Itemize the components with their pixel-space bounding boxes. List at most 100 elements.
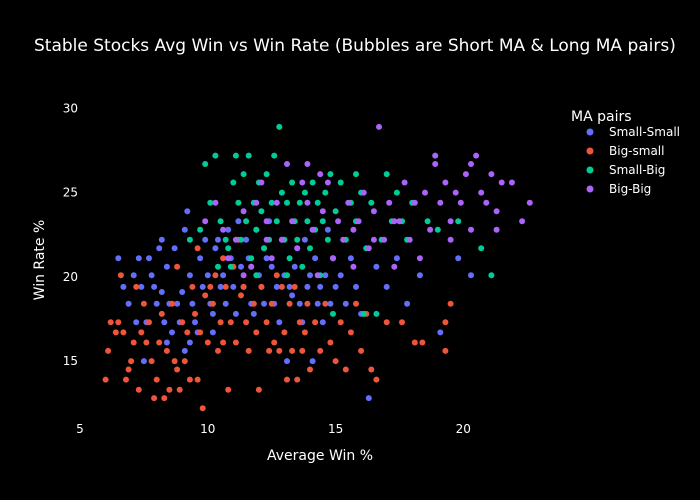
data-point-big-big-44[interactable] <box>447 218 454 225</box>
data-point-small-small-19[interactable] <box>169 329 175 336</box>
data-point-small-big-42[interactable] <box>314 199 321 206</box>
data-point-small-small-99[interactable] <box>181 347 188 354</box>
data-point-small-big-27[interactable] <box>276 123 283 130</box>
data-point-big-small-99[interactable] <box>419 339 426 346</box>
data-point-big-small-27[interactable] <box>174 366 181 373</box>
data-point-big-small-2[interactable] <box>107 319 114 326</box>
data-point-small-small-95[interactable] <box>437 329 444 336</box>
data-point-big-small-57[interactable] <box>250 300 257 307</box>
data-point-small-small-92[interactable] <box>393 255 400 262</box>
data-point-small-big-69[interactable] <box>488 272 495 279</box>
data-point-big-small-16[interactable] <box>146 319 152 326</box>
data-point-big-small-31[interactable] <box>184 329 191 336</box>
data-point-big-small-74[interactable] <box>294 376 301 383</box>
data-point-small-small-12[interactable] <box>153 300 160 307</box>
data-point-small-big-56[interactable] <box>368 199 375 206</box>
data-point-big-big-18[interactable] <box>314 272 321 279</box>
data-point-big-small-63[interactable] <box>266 347 273 354</box>
data-point-big-small-38[interactable] <box>202 292 209 299</box>
data-point-big-small-54[interactable] <box>243 319 250 326</box>
data-point-small-big-24[interactable] <box>268 199 275 206</box>
data-point-big-big-50[interactable] <box>478 189 485 196</box>
data-point-big-small-81[interactable] <box>317 347 324 354</box>
data-point-small-big-2[interactable] <box>202 161 209 167</box>
data-point-big-big-29[interactable] <box>370 208 377 215</box>
data-point-big-big-24[interactable] <box>345 199 352 206</box>
data-point-small-small-4[interactable] <box>133 319 140 326</box>
data-point-small-small-30[interactable] <box>197 255 204 262</box>
data-point-small-small-40[interactable] <box>222 300 229 307</box>
data-point-big-small-35[interactable] <box>194 376 201 383</box>
data-point-small-small-7[interactable] <box>140 358 147 365</box>
data-point-small-small-39[interactable] <box>220 272 227 279</box>
data-point-small-small-3[interactable] <box>130 272 137 279</box>
data-point-big-big-54[interactable] <box>498 179 505 186</box>
data-point-big-small-4[interactable] <box>115 319 122 326</box>
data-point-big-small-11[interactable] <box>133 283 140 290</box>
data-point-big-small-19[interactable] <box>153 376 160 383</box>
data-point-big-big-59[interactable] <box>468 161 474 167</box>
data-point-small-big-50[interactable] <box>337 179 344 186</box>
data-point-big-big-4[interactable] <box>240 208 247 215</box>
data-point-big-big-68[interactable] <box>447 236 454 243</box>
data-point-small-big-74[interactable] <box>360 310 367 317</box>
data-point-small-small-36[interactable] <box>212 245 219 252</box>
data-point-small-big-12[interactable] <box>238 236 244 243</box>
data-point-big-big-38[interactable] <box>416 255 423 262</box>
data-point-small-small-61[interactable] <box>276 319 283 326</box>
data-point-big-small-92[interactable] <box>373 376 380 383</box>
data-point-big-big-1[interactable] <box>220 226 227 233</box>
data-point-small-small-10[interactable] <box>148 272 155 279</box>
data-point-small-small-28[interactable] <box>192 319 198 326</box>
data-point-big-small-6[interactable] <box>120 329 127 336</box>
data-point-small-big-15[interactable] <box>245 152 252 159</box>
data-point-small-big-75[interactable] <box>353 171 359 178</box>
data-point-big-big-65[interactable] <box>263 236 270 243</box>
data-point-small-big-28[interactable] <box>278 189 285 196</box>
data-point-big-big-13[interactable] <box>289 218 296 225</box>
data-point-big-small-96[interactable] <box>442 347 449 354</box>
data-point-big-big-52[interactable] <box>488 171 495 178</box>
data-point-small-big-49[interactable] <box>332 208 339 215</box>
data-point-big-big-57[interactable] <box>526 199 533 206</box>
data-point-big-small-30[interactable] <box>181 358 188 365</box>
data-point-big-small-17[interactable] <box>148 358 155 365</box>
data-point-small-small-71[interactable] <box>301 236 308 243</box>
data-point-small-small-13[interactable] <box>156 245 163 252</box>
data-point-small-small-65[interactable] <box>286 283 293 290</box>
data-point-small-small-90[interactable] <box>373 263 380 270</box>
data-point-small-small-32[interactable] <box>202 236 209 243</box>
data-point-big-big-36[interactable] <box>406 236 413 243</box>
data-point-big-small-73[interactable] <box>291 283 298 290</box>
data-point-small-big-70[interactable] <box>215 263 221 270</box>
data-point-small-small-11[interactable] <box>151 283 158 290</box>
data-point-big-big-28[interactable] <box>365 245 372 252</box>
data-point-big-small-8[interactable] <box>125 366 132 373</box>
data-point-big-big-31[interactable] <box>381 236 388 243</box>
data-point-small-small-98[interactable] <box>163 339 170 346</box>
data-point-small-big-3[interactable] <box>207 199 214 206</box>
data-point-small-small-96[interactable] <box>455 255 462 262</box>
data-point-big-small-82[interactable] <box>322 300 329 307</box>
data-point-small-small-38[interactable] <box>217 283 224 290</box>
data-point-small-small-67[interactable] <box>291 263 298 270</box>
data-point-small-small-15[interactable] <box>158 289 165 295</box>
data-point-small-small-16[interactable] <box>161 319 168 326</box>
data-point-big-small-102[interactable] <box>220 255 227 262</box>
data-point-big-big-60[interactable] <box>391 218 398 225</box>
data-point-small-small-100[interactable] <box>186 339 193 346</box>
data-point-big-small-64[interactable] <box>268 300 275 307</box>
data-point-small-big-26[interactable] <box>273 218 280 225</box>
data-point-small-big-11[interactable] <box>235 199 242 206</box>
data-point-small-small-83[interactable] <box>332 283 339 290</box>
data-point-big-big-9[interactable] <box>268 255 275 262</box>
data-point-small-small-73[interactable] <box>307 272 313 279</box>
data-point-small-small-64[interactable] <box>284 358 290 365</box>
data-point-big-big-58[interactable] <box>432 152 439 159</box>
data-point-big-small-12[interactable] <box>135 386 142 393</box>
data-point-big-big-40[interactable] <box>427 226 434 233</box>
data-point-small-small-1[interactable] <box>120 283 127 290</box>
data-point-big-small-95[interactable] <box>411 339 418 346</box>
data-point-small-big-18[interactable] <box>253 226 260 233</box>
data-point-big-big-11[interactable] <box>278 236 285 243</box>
